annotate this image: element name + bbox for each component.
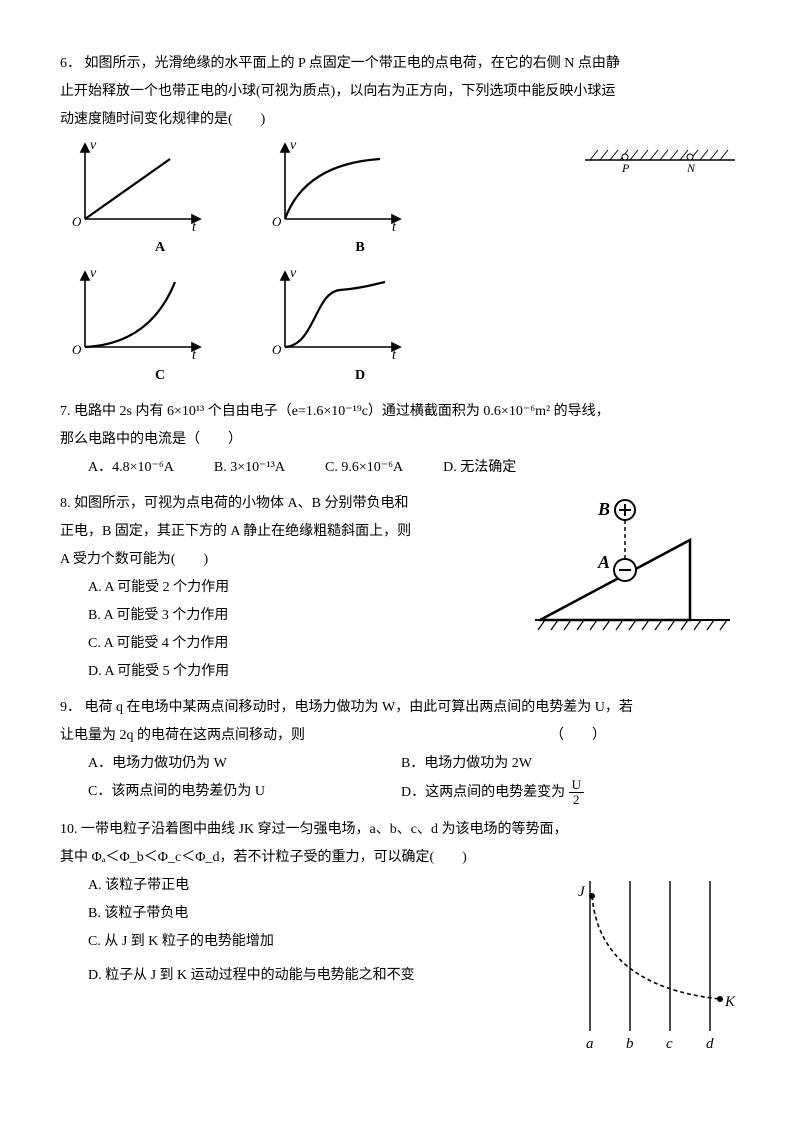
q7-text: 7. 电路中 2s 内有 6×10¹³ 个自由电子（e=1.6×10⁻¹⁹c）通…	[60, 398, 740, 454]
svg-text:t: t	[392, 348, 397, 362]
q9-opt-d-text: D．这两点间的电势差变为	[401, 785, 565, 800]
q9-text: 9． 电荷 q 在电场中某两点间移动时，电场力做功为 W，由此可算出两点间的电势…	[60, 694, 740, 750]
svg-text:b: b	[626, 1036, 634, 1052]
svg-text:N: N	[686, 161, 696, 175]
q8-line2: 正电，B 固定，其正下方的 A 静止在绝缘粗糙斜面上，则	[60, 524, 411, 539]
frac-den: 2	[569, 793, 584, 807]
graph-c-label: C	[60, 362, 260, 390]
question-9: 9． 电荷 q 在电场中某两点间移动时，电场力做功为 W，由此可算出两点间的电势…	[60, 694, 740, 808]
fraction-icon: U 2	[569, 778, 584, 808]
q10-diagram: a b c d J K	[550, 866, 740, 1056]
q10-number: 10.	[60, 822, 78, 837]
question-6: 6． 如图所示，光滑绝缘的水平面上的 P 点固定一个带正电的点电荷，在它的右侧 …	[60, 50, 740, 390]
q9-opt-d: D．这两点间的电势差变为 U 2	[401, 778, 714, 808]
svg-text:B: B	[597, 499, 610, 519]
q7-opt-c: C. 9.6×10⁻⁶A	[325, 454, 403, 482]
q7-opt-a: A．4.8×10⁻⁶A	[88, 454, 174, 482]
svg-text:a: a	[586, 1036, 594, 1052]
q6-line2: 止开始释放一个也带正电的小球(可视为质点)，以向右为正方向，下列选项中能反映小球…	[60, 84, 615, 99]
q7-options: A．4.8×10⁻⁶A B. 3×10⁻¹³A C. 9.6×10⁻⁶A D. …	[88, 454, 740, 482]
q9-options: A．电场力做功仍为 W B．电场力做功为 2W C．该两点间的电势差仍为 U D…	[88, 750, 740, 808]
q7-number: 7.	[60, 404, 71, 419]
q6-line3: 动速度随时间变化规律的是( )	[60, 112, 265, 127]
q8-number: 8.	[60, 496, 71, 511]
q9-opt-b: B．电场力做功为 2W	[401, 750, 714, 778]
svg-text:v: v	[290, 266, 297, 281]
q9-number: 9．	[60, 700, 81, 715]
q8-diagram: A B	[530, 490, 740, 640]
graph-b: O v t B	[260, 134, 460, 262]
q7-opt-b: B. 3×10⁻¹³A	[214, 454, 285, 482]
frac-num: U	[569, 778, 584, 793]
q7-line2: 那么电路中的电流是（ ）	[60, 432, 242, 447]
svg-text:O: O	[272, 214, 282, 229]
svg-text:K: K	[724, 994, 736, 1010]
graph-a-label: A	[60, 234, 260, 262]
q9-opt-c: C．该两点间的电势差仍为 U	[88, 778, 401, 808]
q9-opt-a: A．电场力做功仍为 W	[88, 750, 401, 778]
svg-text:v: v	[290, 138, 297, 153]
svg-text:O: O	[272, 342, 282, 357]
q7-opt-d: D. 无法确定	[443, 454, 516, 482]
svg-text:v: v	[90, 138, 97, 153]
q8-opt-d: D. A 可能受 5 个力作用	[88, 658, 740, 686]
q8-line1: 如图所示，可视为点电荷的小物体 A、B 分别带负电和	[74, 496, 408, 511]
q10-line1: 一带电粒子沿着图中曲线 JK 穿过一匀强电场，a、b、c、d 为该电场的等势面，	[81, 822, 568, 837]
q8-line3: A 受力个数可能为( )	[60, 552, 208, 567]
graph-b-label: B	[260, 234, 460, 262]
graph-c: O v t C	[60, 262, 260, 390]
q9-line1: 电荷 q 在电场中某两点间移动时，电场力做功为 W，由此可算出两点间的电势差为 …	[85, 700, 633, 715]
svg-text:O: O	[72, 342, 82, 357]
svg-text:P: P	[621, 161, 630, 175]
q7-line1: 电路中 2s 内有 6×10¹³ 个自由电子（e=1.6×10⁻¹⁹c）通过横截…	[74, 404, 610, 419]
svg-text:J: J	[578, 884, 586, 900]
question-8: A B 8. 如图所示，可视为点电荷的小物体 A、B 分别带负电和 正电，B 固…	[60, 490, 740, 686]
svg-text:c: c	[666, 1036, 673, 1052]
q6-setup-diagram: P N	[580, 142, 740, 178]
graph-d-label: D	[260, 362, 460, 390]
question-7: 7. 电路中 2s 内有 6×10¹³ 个自由电子（e=1.6×10⁻¹⁹c）通…	[60, 398, 740, 482]
svg-text:t: t	[192, 220, 197, 234]
svg-text:v: v	[90, 266, 97, 281]
svg-text:t: t	[392, 220, 397, 234]
q9-line2: 让电量为 2q 的电荷在这两点间移动，则 （ ）	[60, 728, 606, 743]
q6-text: 6． 如图所示，光滑绝缘的水平面上的 P 点固定一个带正电的点电荷，在它的右侧 …	[60, 50, 740, 134]
q6-line1: 如图所示，光滑绝缘的水平面上的 P 点固定一个带正电的点电荷，在它的右侧 N 点…	[85, 56, 620, 71]
graph-d: O v t D	[260, 262, 460, 390]
q10-line2: 其中 Φₐ＜Φ_b＜Φ_c＜Φ_d，若不计粒子受的重力，可以确定( )	[60, 850, 467, 865]
q10-text: 10. 一带电粒子沿着图中曲线 JK 穿过一匀强电场，a、b、c、d 为该电场的…	[60, 816, 740, 872]
svg-text:O: O	[72, 214, 82, 229]
svg-text:d: d	[706, 1036, 714, 1052]
svg-text:t: t	[192, 348, 197, 362]
graph-a: O v t A	[60, 134, 260, 262]
question-10: 10. 一带电粒子沿着图中曲线 JK 穿过一匀强电场，a、b、c、d 为该电场的…	[60, 816, 740, 1056]
q6-number: 6．	[60, 56, 81, 71]
svg-text:A: A	[597, 552, 610, 572]
